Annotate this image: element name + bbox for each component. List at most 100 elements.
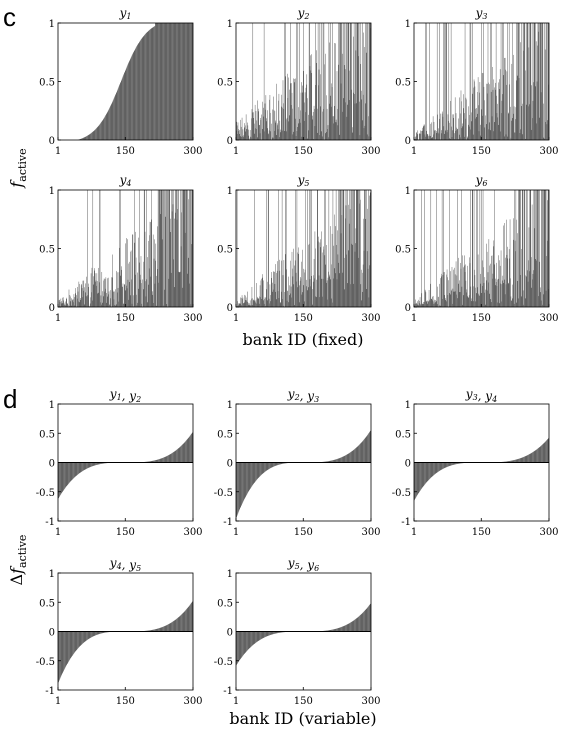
y-tick-label: 1 [49, 400, 55, 411]
x-tick-label: 150 [294, 313, 313, 324]
subplot-title: y5, y6 [287, 556, 319, 573]
subplot-title: y3, y4 [465, 387, 497, 404]
y-axis-label-c: factive [7, 148, 29, 188]
x-axis-label-c: bank ID (fixed) [243, 330, 364, 349]
x-tick-label: 1 [233, 146, 239, 157]
x-tick-label: 150 [472, 146, 491, 157]
y-tick-label: 0 [49, 628, 55, 639]
y-tick-label: 0.5 [217, 245, 233, 256]
y-tick-label: 0.5 [217, 78, 233, 89]
y-tick-label: 1 [227, 569, 233, 580]
subplot-title: y2, y3 [287, 387, 319, 404]
y-tick-label: 1 [405, 186, 411, 197]
subplot-title: y6 [475, 173, 488, 188]
x-tick-label: 1 [55, 527, 61, 538]
x-tick-label: 300 [183, 527, 202, 538]
y-tick-label: 0 [227, 628, 233, 639]
x-tick-label: 300 [183, 146, 202, 157]
y-tick-label: 0.5 [395, 429, 411, 440]
x-tick-label: 300 [539, 527, 558, 538]
y-tick-label: 0.5 [39, 78, 55, 89]
y-tick-label: 0.5 [39, 245, 55, 256]
y-tick-label: -1 [401, 517, 411, 528]
x-tick-label: 150 [116, 527, 135, 538]
y-tick-label: 0 [405, 459, 411, 470]
y-tick-label: 1 [227, 186, 233, 197]
y-tick-label: 0 [227, 136, 233, 147]
y-tick-label: 0 [405, 136, 411, 147]
x-tick-label: 150 [116, 313, 135, 324]
panel-letter-d: d [3, 384, 17, 414]
x-tick-label: 1 [55, 146, 61, 157]
subplot-title: y5 [297, 173, 310, 188]
y-tick-label: 0.5 [217, 429, 233, 440]
y-tick-label: 0 [227, 459, 233, 470]
y-tick-label: 1 [49, 19, 55, 30]
y-tick-label: 0 [405, 303, 411, 314]
x-tick-label: 300 [361, 146, 380, 157]
y-tick-label: 1 [227, 19, 233, 30]
y-tick-label: 0 [49, 303, 55, 314]
x-tick-label: 1 [233, 527, 239, 538]
subplot-title: y1 [119, 6, 132, 21]
y-tick-label: -1 [45, 517, 55, 528]
y-tick-label: 0.5 [217, 598, 233, 609]
x-tick-label: 300 [183, 313, 202, 324]
y-tick-label: 0.5 [395, 78, 411, 89]
y-tick-label: 0.5 [39, 598, 55, 609]
x-tick-label: 150 [116, 146, 135, 157]
x-tick-label: 1 [55, 313, 61, 324]
x-tick-label: 300 [539, 146, 558, 157]
y-tick-label: -1 [223, 517, 233, 528]
y-tick-label: 0 [49, 136, 55, 147]
subplot-title: y1, y2 [109, 387, 141, 404]
x-tick-label: 1 [411, 527, 417, 538]
y-tick-label: 1 [49, 186, 55, 197]
panel-letter-c: c [3, 2, 16, 32]
subplot-title: y4, y5 [109, 556, 141, 573]
y-axis-label-d: Δfactive [7, 535, 29, 586]
y-tick-label: -1 [45, 686, 55, 697]
x-tick-label: 300 [183, 696, 202, 707]
x-tick-label: 1 [55, 696, 61, 707]
x-tick-label: 300 [361, 696, 380, 707]
y-tick-label: 0 [49, 459, 55, 470]
x-tick-label: 150 [472, 527, 491, 538]
x-tick-label: 300 [539, 313, 558, 324]
y-tick-label: 1 [49, 569, 55, 580]
x-tick-label: 1 [411, 313, 417, 324]
y-tick-label: -0.5 [392, 488, 411, 499]
x-axis-label-d: bank ID (variable) [229, 709, 376, 728]
y-tick-label: -0.5 [36, 488, 55, 499]
x-tick-label: 150 [294, 527, 313, 538]
y-tick-label: 1 [227, 400, 233, 411]
x-tick-label: 150 [294, 696, 313, 707]
x-tick-label: 300 [361, 313, 380, 324]
y-tick-label: -0.5 [36, 657, 55, 668]
y-tick-label: 0.5 [39, 429, 55, 440]
x-tick-label: 300 [361, 527, 380, 538]
subplot-title: y3 [475, 6, 488, 21]
y-tick-label: -0.5 [214, 488, 233, 499]
y-tick-label: 1 [405, 19, 411, 30]
x-tick-label: 1 [233, 696, 239, 707]
x-tick-label: 150 [116, 696, 135, 707]
x-tick-label: 150 [294, 146, 313, 157]
y-tick-label: 0 [227, 303, 233, 314]
y-tick-label: -0.5 [214, 657, 233, 668]
x-tick-label: 1 [233, 313, 239, 324]
x-tick-label: 1 [411, 146, 417, 157]
y-tick-label: 0.5 [395, 245, 411, 256]
